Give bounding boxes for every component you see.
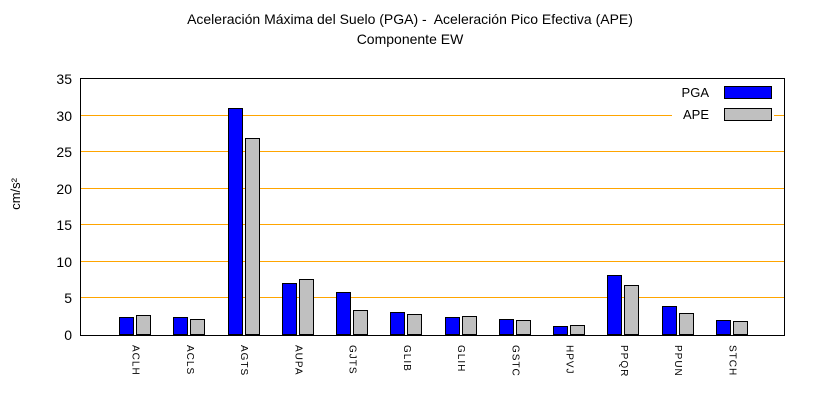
x-tick-label-aupa: AUPA: [292, 345, 304, 376]
y-tick-label-5: 5: [64, 290, 72, 307]
y-tick-label-15: 15: [56, 217, 72, 234]
bar-group-hpvj: [553, 324, 586, 335]
gridline-25: [81, 151, 784, 153]
x-tick-cell-agts: AGTS: [228, 345, 260, 397]
x-tick-cell-glib: GLIB: [390, 345, 422, 397]
bar-pga-glib: [390, 311, 406, 335]
bar-group-gjts: [336, 291, 369, 335]
gridline-30: [81, 114, 784, 116]
bar-ape-gstc: [515, 319, 531, 335]
x-tick-label-aclh: ACLH: [129, 345, 141, 376]
bar-ape-ppqr: [624, 284, 640, 335]
bar-ape-aclh: [136, 315, 151, 335]
x-tick-label-glih: GLIH: [455, 345, 467, 373]
bar-ape-agts: [244, 137, 260, 335]
bar-pga-acls: [173, 317, 189, 335]
chart-subtitle: Componente EW: [356, 31, 464, 47]
x-tick-label-ppqr: PPQR: [617, 345, 629, 378]
x-tick-cell-stch: STCH: [716, 345, 748, 397]
bar-group-glih: [444, 315, 477, 335]
bar-pga-hpvj: [553, 326, 569, 335]
bar-group-agts: [227, 108, 260, 335]
bar-ape-ppun: [678, 313, 694, 335]
x-tick-cell-aupa: AUPA: [282, 345, 314, 397]
bars-row: [81, 79, 784, 335]
legend-swatch-ape: [724, 108, 772, 121]
bar-pga-glih: [444, 316, 460, 335]
bar-group-acls: [173, 317, 206, 335]
legend-label-pga: PGA: [681, 85, 709, 100]
bar-pga-ppqr: [607, 275, 623, 335]
bar-pga-agts: [227, 108, 243, 335]
bar-pga-aupa: [281, 283, 297, 335]
x-axis-labels: ACLH ACLS AGTS AUPA GJTS GLIB GLIH GSTC HPVJ PPQR…: [81, 345, 784, 397]
y-tick-label-0: 0: [64, 327, 72, 343]
x-tick-cell-hpvj: HPVJ: [553, 345, 585, 397]
gridline-20: [81, 187, 784, 189]
bar-group-ppun: [661, 305, 694, 335]
bar-group-aupa: [281, 278, 314, 335]
plot-area: PGA APE: [80, 78, 785, 336]
y-tick-label-10: 10: [56, 253, 72, 270]
x-tick-label-acls: ACLS: [183, 345, 195, 376]
bar-pga-aclh: [119, 317, 134, 335]
y-tick-label-20: 20: [56, 180, 72, 197]
bar-ape-hpvj: [570, 324, 586, 335]
x-tick-label-glib: GLIB: [400, 345, 412, 372]
bar-ape-stch: [732, 321, 748, 335]
x-tick-label-ppun: PPUN: [672, 345, 684, 377]
legend-swatch-pga: [724, 86, 772, 99]
x-tick-cell-aclh: ACLH: [119, 345, 151, 397]
bar-group-gstc: [498, 318, 531, 335]
bar-ape-gjts: [353, 310, 369, 335]
gridline-15: [81, 224, 784, 226]
bar-pga-ppun: [661, 305, 677, 335]
bar-ape-aupa: [298, 278, 314, 335]
bar-ape-glih: [461, 315, 477, 335]
bar-ape-acls: [190, 318, 206, 335]
x-tick-cell-ppun: PPUN: [662, 345, 694, 397]
x-tick-cell-ppqr: PPQR: [607, 345, 639, 397]
bar-pga-gjts: [336, 291, 352, 335]
y-tick-label-35: 35: [56, 71, 72, 87]
legend: PGA APE: [671, 82, 774, 127]
x-tick-label-gstc: GSTC: [509, 345, 521, 377]
y-tick-label-25: 25: [56, 144, 72, 161]
x-tick-label-gjts: GJTS: [346, 345, 358, 375]
bar-group-aclh: [119, 315, 151, 335]
bar-group-ppqr: [607, 275, 640, 335]
gridline-10: [81, 260, 784, 262]
bar-pga-stch: [715, 319, 731, 335]
bar-pga-gstc: [498, 318, 514, 335]
chart-title: Aceleración Máxima del Suelo (PGA) - Ace…: [187, 11, 633, 27]
bar-ape-glib: [407, 313, 423, 335]
x-tick-cell-gjts: GJTS: [336, 345, 368, 397]
legend-label-ape: APE: [682, 107, 709, 122]
bar-group-stch: [715, 319, 748, 335]
x-tick-cell-gstc: GSTC: [499, 345, 531, 397]
x-tick-cell-acls: ACLS: [173, 345, 205, 397]
x-tick-label-stch: STCH: [726, 345, 738, 377]
x-tick-label-agts: AGTS: [238, 345, 250, 377]
bar-group-glib: [390, 311, 423, 335]
gridline-5: [81, 297, 784, 299]
x-tick-cell-glih: GLIH: [445, 345, 477, 397]
x-tick-label-hpvj: HPVJ: [563, 345, 575, 375]
y-tick-label-30: 30: [56, 107, 72, 124]
